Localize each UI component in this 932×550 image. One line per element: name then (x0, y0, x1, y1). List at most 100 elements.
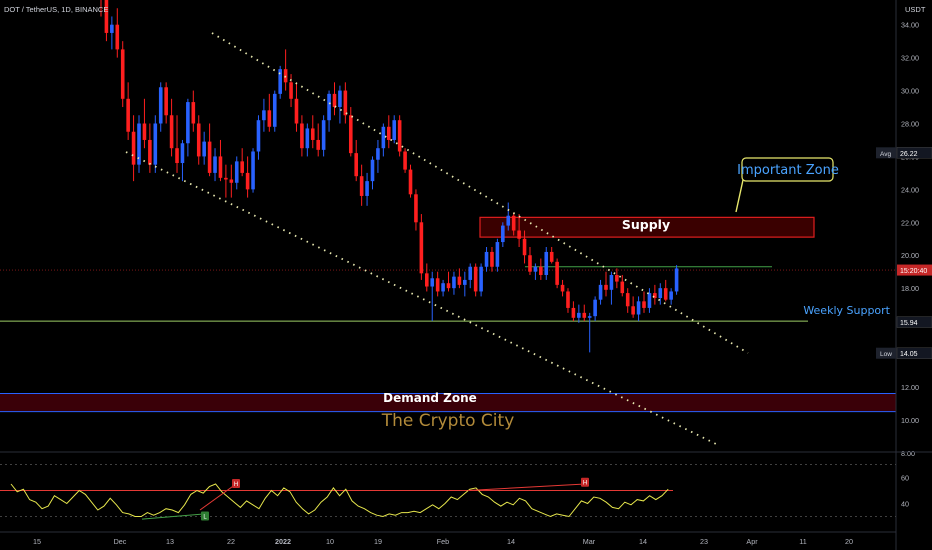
candle-body[interactable] (354, 153, 359, 177)
candle-body[interactable] (663, 288, 668, 300)
candle-body[interactable] (338, 90, 342, 108)
candle-body[interactable] (566, 291, 570, 308)
candle-body[interactable] (229, 179, 234, 183)
candle-body[interactable] (435, 278, 440, 292)
candle-body[interactable] (137, 123, 141, 165)
important-zone-callout[interactable]: Important Zone (735, 157, 839, 213)
candle-body[interactable] (620, 281, 625, 294)
candle-body[interactable] (316, 139, 320, 150)
candle-body[interactable] (213, 156, 217, 173)
candle-body[interactable] (653, 293, 657, 299)
candle-body[interactable] (164, 87, 168, 116)
candle-body[interactable] (441, 283, 445, 292)
candle-body[interactable] (539, 266, 543, 275)
candle-body[interactable] (294, 98, 299, 124)
candle-body[interactable] (577, 312, 581, 318)
candle-body[interactable] (636, 301, 641, 315)
candle-body[interactable] (582, 312, 587, 318)
candle-body[interactable] (511, 215, 516, 231)
rsi-marker[interactable] (581, 477, 589, 487)
candle-body[interactable] (587, 316, 592, 318)
candle-body[interactable] (419, 222, 424, 274)
candle-body[interactable] (593, 299, 597, 317)
candle-body[interactable] (131, 131, 136, 165)
candle-body[interactable] (403, 151, 407, 170)
rsi-marker[interactable] (232, 479, 240, 488)
candle-body[interactable] (202, 141, 206, 157)
candle-body[interactable] (289, 82, 293, 99)
candle-body[interactable] (256, 120, 261, 152)
candle-body[interactable] (245, 172, 250, 190)
candle-body[interactable] (196, 123, 201, 157)
candle-body[interactable] (186, 102, 190, 144)
candle-body[interactable] (267, 110, 272, 127)
candle-body[interactable] (158, 87, 163, 124)
candle-body[interactable] (300, 123, 304, 149)
candle-body[interactable] (218, 156, 223, 178)
candle-body[interactable] (560, 284, 565, 292)
candle-body[interactable] (310, 128, 315, 140)
candle-body[interactable] (110, 24, 114, 33)
candle-body[interactable] (376, 148, 380, 160)
candle-body[interactable] (224, 177, 228, 180)
rsi-line[interactable] (10, 483, 669, 518)
candle-body[interactable] (392, 120, 397, 140)
candle-body[interactable] (283, 69, 288, 83)
candle-body[interactable] (658, 288, 663, 299)
candle-body[interactable] (452, 276, 456, 289)
candle-body[interactable] (571, 307, 576, 318)
candle-body[interactable] (631, 306, 635, 315)
candle-body[interactable] (115, 24, 120, 50)
candle-body[interactable] (647, 293, 652, 308)
candle-body[interactable] (240, 161, 244, 173)
candle-body[interactable] (207, 141, 212, 173)
candle-body[interactable] (446, 283, 451, 289)
candle-body[interactable] (533, 266, 538, 272)
candle-body[interactable] (517, 230, 521, 239)
candle-body[interactable] (501, 225, 505, 243)
candle-body[interactable] (272, 93, 277, 127)
candle-body[interactable] (549, 251, 554, 262)
candle-body[interactable] (463, 279, 467, 285)
candle-body[interactable] (598, 284, 603, 300)
candle-body[interactable] (615, 274, 619, 282)
candle-body[interactable] (604, 284, 608, 290)
candle-body[interactable] (142, 123, 147, 140)
supply-zone-box[interactable] (479, 216, 815, 238)
candle-body[interactable] (484, 251, 489, 267)
candle-body[interactable] (180, 143, 185, 164)
candle-body[interactable] (120, 49, 125, 99)
candle-body[interactable] (348, 115, 353, 154)
candle-body[interactable] (609, 274, 614, 290)
candle-body[interactable] (457, 276, 462, 285)
candle-body[interactable] (425, 273, 429, 287)
candle-body[interactable] (674, 268, 679, 292)
candle-body[interactable] (321, 120, 326, 150)
candle-body[interactable] (148, 139, 152, 165)
rsi-marker[interactable] (201, 511, 209, 521)
candle-body[interactable] (153, 123, 158, 165)
candle-body[interactable] (381, 126, 386, 149)
candle-body[interactable] (414, 194, 418, 223)
channel-upper-line[interactable] (211, 32, 749, 354)
candle-body[interactable] (642, 301, 646, 308)
candle-body[interactable] (370, 159, 375, 182)
candle-body[interactable] (490, 251, 494, 267)
candle-body[interactable] (365, 181, 369, 196)
candle-body[interactable] (408, 169, 413, 195)
candle-body[interactable] (359, 176, 364, 196)
candle-body[interactable] (669, 291, 673, 300)
candle-body[interactable] (555, 261, 559, 285)
candle-body[interactable] (528, 255, 532, 272)
candle-body[interactable] (468, 266, 473, 280)
candle-body[interactable] (544, 251, 549, 275)
candle-body[interactable] (479, 266, 483, 292)
candle-body[interactable] (386, 126, 391, 140)
candle-body[interactable] (278, 69, 282, 94)
candle-body[interactable] (126, 98, 130, 132)
candle-body[interactable] (473, 266, 478, 292)
candle-body[interactable] (332, 93, 337, 108)
candle-body[interactable] (495, 242, 500, 267)
candle-body[interactable] (305, 128, 310, 149)
candle-body[interactable] (104, 0, 109, 33)
